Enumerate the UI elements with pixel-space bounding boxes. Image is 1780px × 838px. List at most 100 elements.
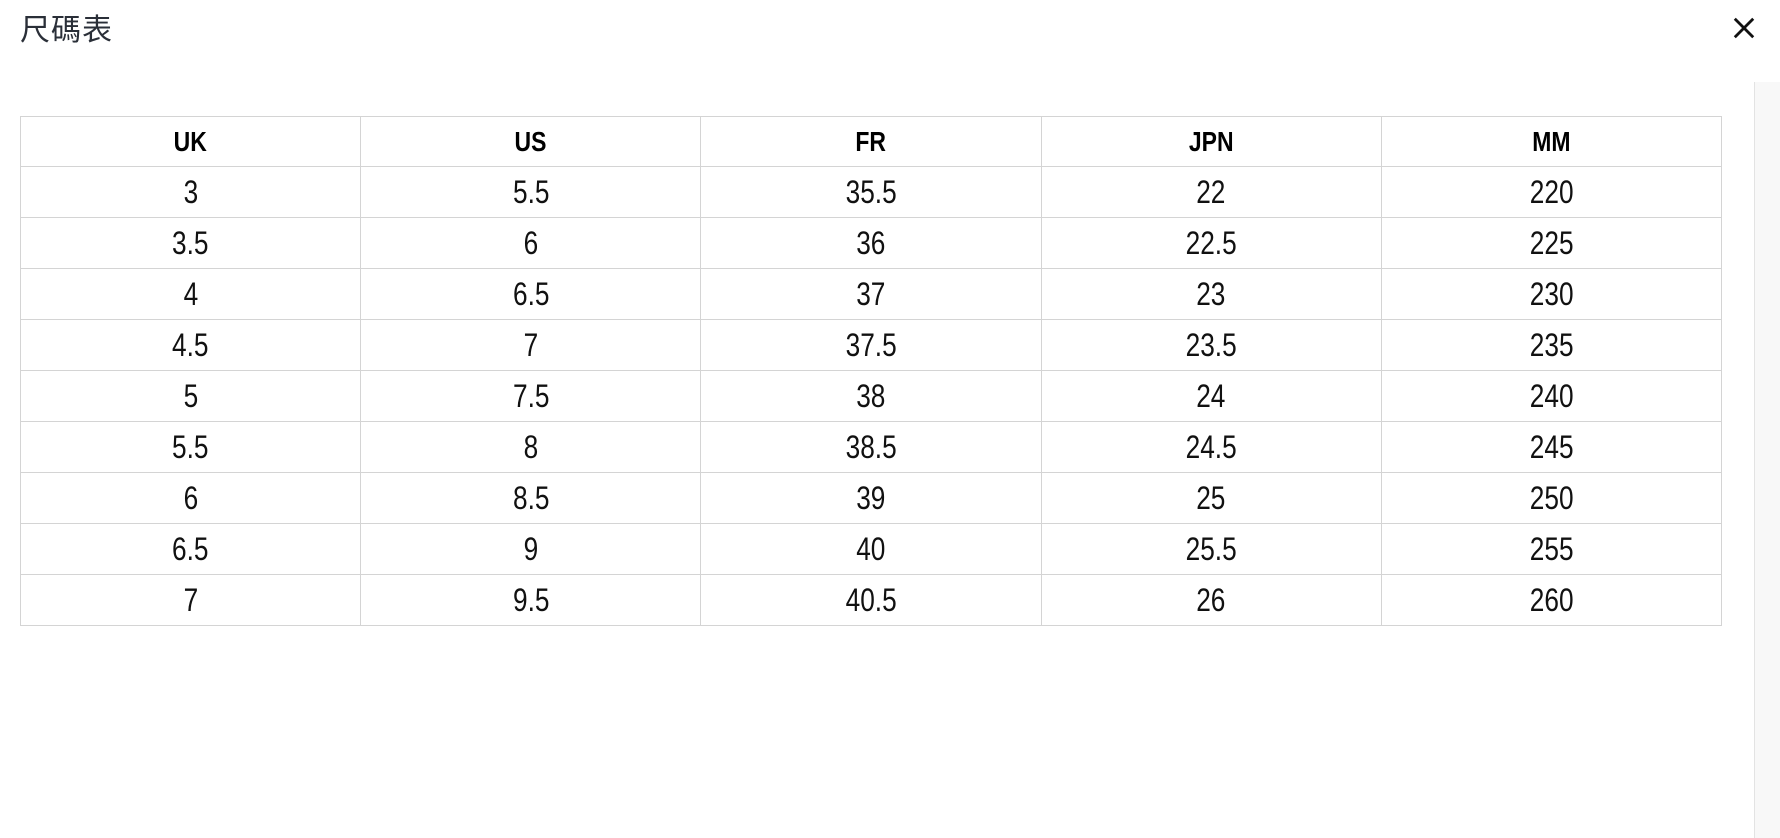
modal-content: UK US FR JPN MM 3 5.5 35.5 22 220 3.5 6 36 22.5 225 4 6… (0, 82, 1780, 838)
table-cell: 245 (1380, 421, 1723, 473)
table-cell-value: 260 (1529, 581, 1574, 618)
table-cell-value: 26 (1196, 581, 1226, 618)
table-row: 5 7.5 38 24 240 (19, 370, 1723, 422)
size-chart-table: UK US FR JPN MM 3 5.5 35.5 22 220 3.5 6 36 22.5 225 4 6… (19, 116, 1723, 626)
table-cell-value: 23 (1196, 275, 1226, 312)
table-cell-value: 6.5 (512, 275, 550, 312)
table-row: 6.5 9 40 25.5 255 (19, 523, 1723, 575)
column-header-label: JPN (1188, 125, 1234, 157)
table-cell: 38.5 (700, 421, 1042, 473)
table-cell: 240 (1380, 370, 1723, 422)
table-cell: 8.5 (360, 472, 702, 524)
table-cell-value: 37.5 (845, 326, 897, 363)
header-row: UK US FR JPN MM (19, 116, 1723, 167)
table-cell: 3.5 (19, 217, 362, 269)
table-cell: 9.5 (360, 574, 702, 626)
table-cell-value: 40 (856, 530, 886, 567)
table-cell: 6 (360, 217, 702, 269)
table-row: 6 8.5 39 25 250 (19, 472, 1723, 524)
table-cell-value: 8.5 (512, 479, 550, 516)
column-header-fr: FR (700, 116, 1042, 167)
table-cell: 7 (19, 574, 362, 626)
table-cell: 9 (360, 523, 702, 575)
table-cell: 4.5 (19, 319, 362, 371)
table-cell-value: 3.5 (172, 224, 209, 261)
table-cell: 5.5 (19, 421, 362, 473)
table-cell-value: 35.5 (845, 173, 897, 210)
table-cell-value: 220 (1529, 173, 1574, 210)
table-cell: 23.5 (1040, 319, 1382, 371)
table-cell-value: 22.5 (1185, 224, 1237, 261)
close-button[interactable] (1727, 11, 1761, 45)
table-cell: 5 (19, 370, 362, 422)
column-header-label: MM (1532, 125, 1571, 157)
table-cell: 26 (1040, 574, 1382, 626)
table-cell: 38 (700, 370, 1042, 422)
table-cell-value: 250 (1529, 479, 1574, 516)
table-cell: 24.5 (1040, 421, 1382, 473)
table-cell: 23 (1040, 268, 1382, 320)
close-icon (1731, 15, 1757, 41)
table-cell: 7.5 (360, 370, 702, 422)
table-cell: 22 (1040, 166, 1382, 218)
size-chart-body: 3 5.5 35.5 22 220 3.5 6 36 22.5 225 4 6.5 37 23 230 4.5… (19, 166, 1723, 626)
table-cell-value: 5 (183, 377, 198, 414)
table-cell-value: 255 (1529, 530, 1574, 567)
column-header-label: FR (855, 125, 887, 157)
table-cell: 6.5 (360, 268, 702, 320)
table-cell: 37 (700, 268, 1042, 320)
table-cell: 35.5 (700, 166, 1042, 218)
table-cell: 4 (19, 268, 362, 320)
table-row: 3.5 6 36 22.5 225 (19, 217, 1723, 269)
table-cell-value: 240 (1529, 377, 1574, 414)
table-cell-value: 7 (523, 326, 539, 363)
table-cell-value: 9.5 (512, 581, 550, 618)
table-cell: 3 (19, 166, 362, 218)
table-cell-value: 225 (1529, 224, 1574, 261)
table-cell-value: 24 (1196, 377, 1226, 414)
table-cell-value: 38.5 (845, 428, 897, 465)
table-cell: 8 (360, 421, 702, 473)
column-header-us: US (360, 116, 702, 167)
table-cell-value: 230 (1529, 275, 1574, 312)
table-cell-value: 38 (856, 377, 886, 414)
table-cell-value: 245 (1529, 428, 1574, 465)
table-cell: 225 (1380, 217, 1723, 269)
table-cell-value: 5.5 (172, 428, 209, 465)
table-cell-value: 36 (856, 224, 886, 261)
table-row: 4 6.5 37 23 230 (19, 268, 1723, 320)
table-cell-value: 24.5 (1185, 428, 1237, 465)
table-cell: 220 (1380, 166, 1723, 218)
table-cell-value: 6 (523, 224, 539, 261)
table-cell: 22.5 (1040, 217, 1382, 269)
table-cell-value: 25.5 (1185, 530, 1237, 567)
table-cell-value: 6.5 (172, 530, 209, 567)
column-header-label: US (514, 125, 547, 157)
table-cell-value: 7.5 (512, 377, 550, 414)
size-chart-header: UK US FR JPN MM (19, 116, 1723, 167)
table-cell: 255 (1380, 523, 1723, 575)
table-cell-value: 22 (1196, 173, 1226, 210)
table-cell: 40.5 (700, 574, 1042, 626)
table-cell: 250 (1380, 472, 1723, 524)
table-cell: 25 (1040, 472, 1382, 524)
table-cell-value: 7 (183, 581, 198, 618)
table-row: 4.5 7 37.5 23.5 235 (19, 319, 1723, 371)
table-cell: 6 (19, 472, 362, 524)
column-header-mm: MM (1380, 116, 1723, 167)
table-cell: 39 (700, 472, 1042, 524)
table-cell-value: 3 (183, 173, 198, 210)
scrollbar-track[interactable] (1754, 82, 1780, 838)
table-cell-value: 25 (1196, 479, 1226, 516)
column-header-jpn: JPN (1040, 116, 1382, 167)
table-cell: 260 (1380, 574, 1723, 626)
column-header-label: UK (174, 125, 208, 157)
table-cell: 235 (1380, 319, 1723, 371)
table-cell-value: 9 (523, 530, 539, 567)
column-header-uk: UK (19, 116, 362, 167)
table-cell-value: 235 (1529, 326, 1574, 363)
table-cell-value: 6 (183, 479, 198, 516)
table-cell: 5.5 (360, 166, 702, 218)
table-cell: 40 (700, 523, 1042, 575)
